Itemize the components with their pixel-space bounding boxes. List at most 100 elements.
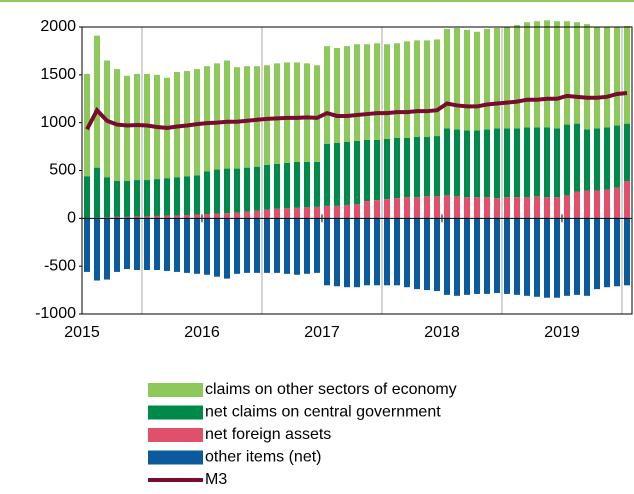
bar xyxy=(324,218,330,285)
bar xyxy=(594,218,600,289)
bar xyxy=(614,27,620,126)
bar xyxy=(424,137,430,196)
bar xyxy=(574,192,580,219)
x-tick-label: 2017 xyxy=(304,324,340,341)
bar xyxy=(424,40,430,137)
bar xyxy=(364,218,370,285)
bar xyxy=(334,48,340,143)
bar xyxy=(374,140,380,200)
bar xyxy=(484,197,490,218)
bar xyxy=(164,178,170,215)
bar xyxy=(174,218,180,272)
bar xyxy=(544,20,550,127)
bar xyxy=(314,218,320,273)
bar xyxy=(324,144,330,206)
bar xyxy=(564,195,570,218)
bar xyxy=(564,218,570,295)
bar xyxy=(494,128,500,198)
bar xyxy=(534,21,540,127)
bar xyxy=(254,66,260,166)
y-tick-label: 1000 xyxy=(40,114,76,131)
bar xyxy=(314,162,320,207)
bar xyxy=(594,191,600,219)
bar xyxy=(364,140,370,201)
bar xyxy=(304,162,310,207)
bar xyxy=(534,196,540,218)
bar xyxy=(434,218,440,291)
bar xyxy=(574,218,580,295)
bar xyxy=(204,218,210,274)
bar xyxy=(524,197,530,218)
bar xyxy=(224,213,230,218)
bar xyxy=(614,126,620,188)
bar xyxy=(264,165,270,210)
bar xyxy=(264,65,270,164)
bar xyxy=(94,36,100,168)
bar xyxy=(404,138,410,197)
bar xyxy=(94,218,100,280)
bar xyxy=(284,208,290,218)
legend-swatch xyxy=(148,451,203,465)
bar xyxy=(154,218,160,270)
bar xyxy=(364,201,370,218)
bar xyxy=(344,46,350,142)
bar xyxy=(214,63,220,169)
legend-swatch xyxy=(148,383,203,397)
bar xyxy=(514,128,520,197)
bar xyxy=(614,188,620,219)
bar xyxy=(124,181,130,217)
bar xyxy=(384,139,390,199)
bar xyxy=(164,218,170,271)
bar xyxy=(464,197,470,218)
bar xyxy=(114,218,120,272)
bar xyxy=(454,129,460,196)
bar xyxy=(304,207,310,218)
bar xyxy=(334,143,340,206)
bar xyxy=(284,163,290,208)
bar xyxy=(624,26,630,124)
bar xyxy=(414,197,420,218)
bar xyxy=(254,218,260,273)
bar xyxy=(434,39,440,136)
bar xyxy=(274,209,280,219)
bar xyxy=(374,43,380,140)
bar xyxy=(624,124,630,181)
bar xyxy=(604,190,610,219)
bar xyxy=(524,218,530,295)
bar xyxy=(394,218,400,285)
bar xyxy=(374,218,380,285)
bar xyxy=(624,181,630,218)
bar xyxy=(184,176,190,215)
bar xyxy=(294,208,300,219)
bar xyxy=(244,218,250,273)
bar xyxy=(434,196,440,218)
bar xyxy=(464,218,470,295)
bar xyxy=(574,124,580,192)
bar xyxy=(504,27,510,128)
legend-swatch xyxy=(148,428,203,442)
bar xyxy=(294,162,300,208)
bar xyxy=(454,28,460,129)
bar xyxy=(474,218,480,294)
legend-label: net foreign assets xyxy=(205,426,331,443)
bar xyxy=(474,130,480,197)
legend-label: net claims on central government xyxy=(205,404,441,421)
bar xyxy=(324,206,330,218)
bar xyxy=(594,128,600,190)
bar xyxy=(114,181,120,217)
bar xyxy=(254,167,260,211)
legend-label: M3 xyxy=(205,471,227,488)
bar xyxy=(474,32,480,131)
bar xyxy=(84,176,90,218)
bar xyxy=(224,60,230,168)
bar xyxy=(554,218,560,297)
bar xyxy=(294,218,300,274)
bar xyxy=(194,218,200,273)
bar xyxy=(464,30,470,130)
bar xyxy=(584,218,590,295)
bar xyxy=(234,169,240,213)
bar xyxy=(334,218,340,286)
bar xyxy=(434,136,440,196)
bar xyxy=(624,218,630,285)
